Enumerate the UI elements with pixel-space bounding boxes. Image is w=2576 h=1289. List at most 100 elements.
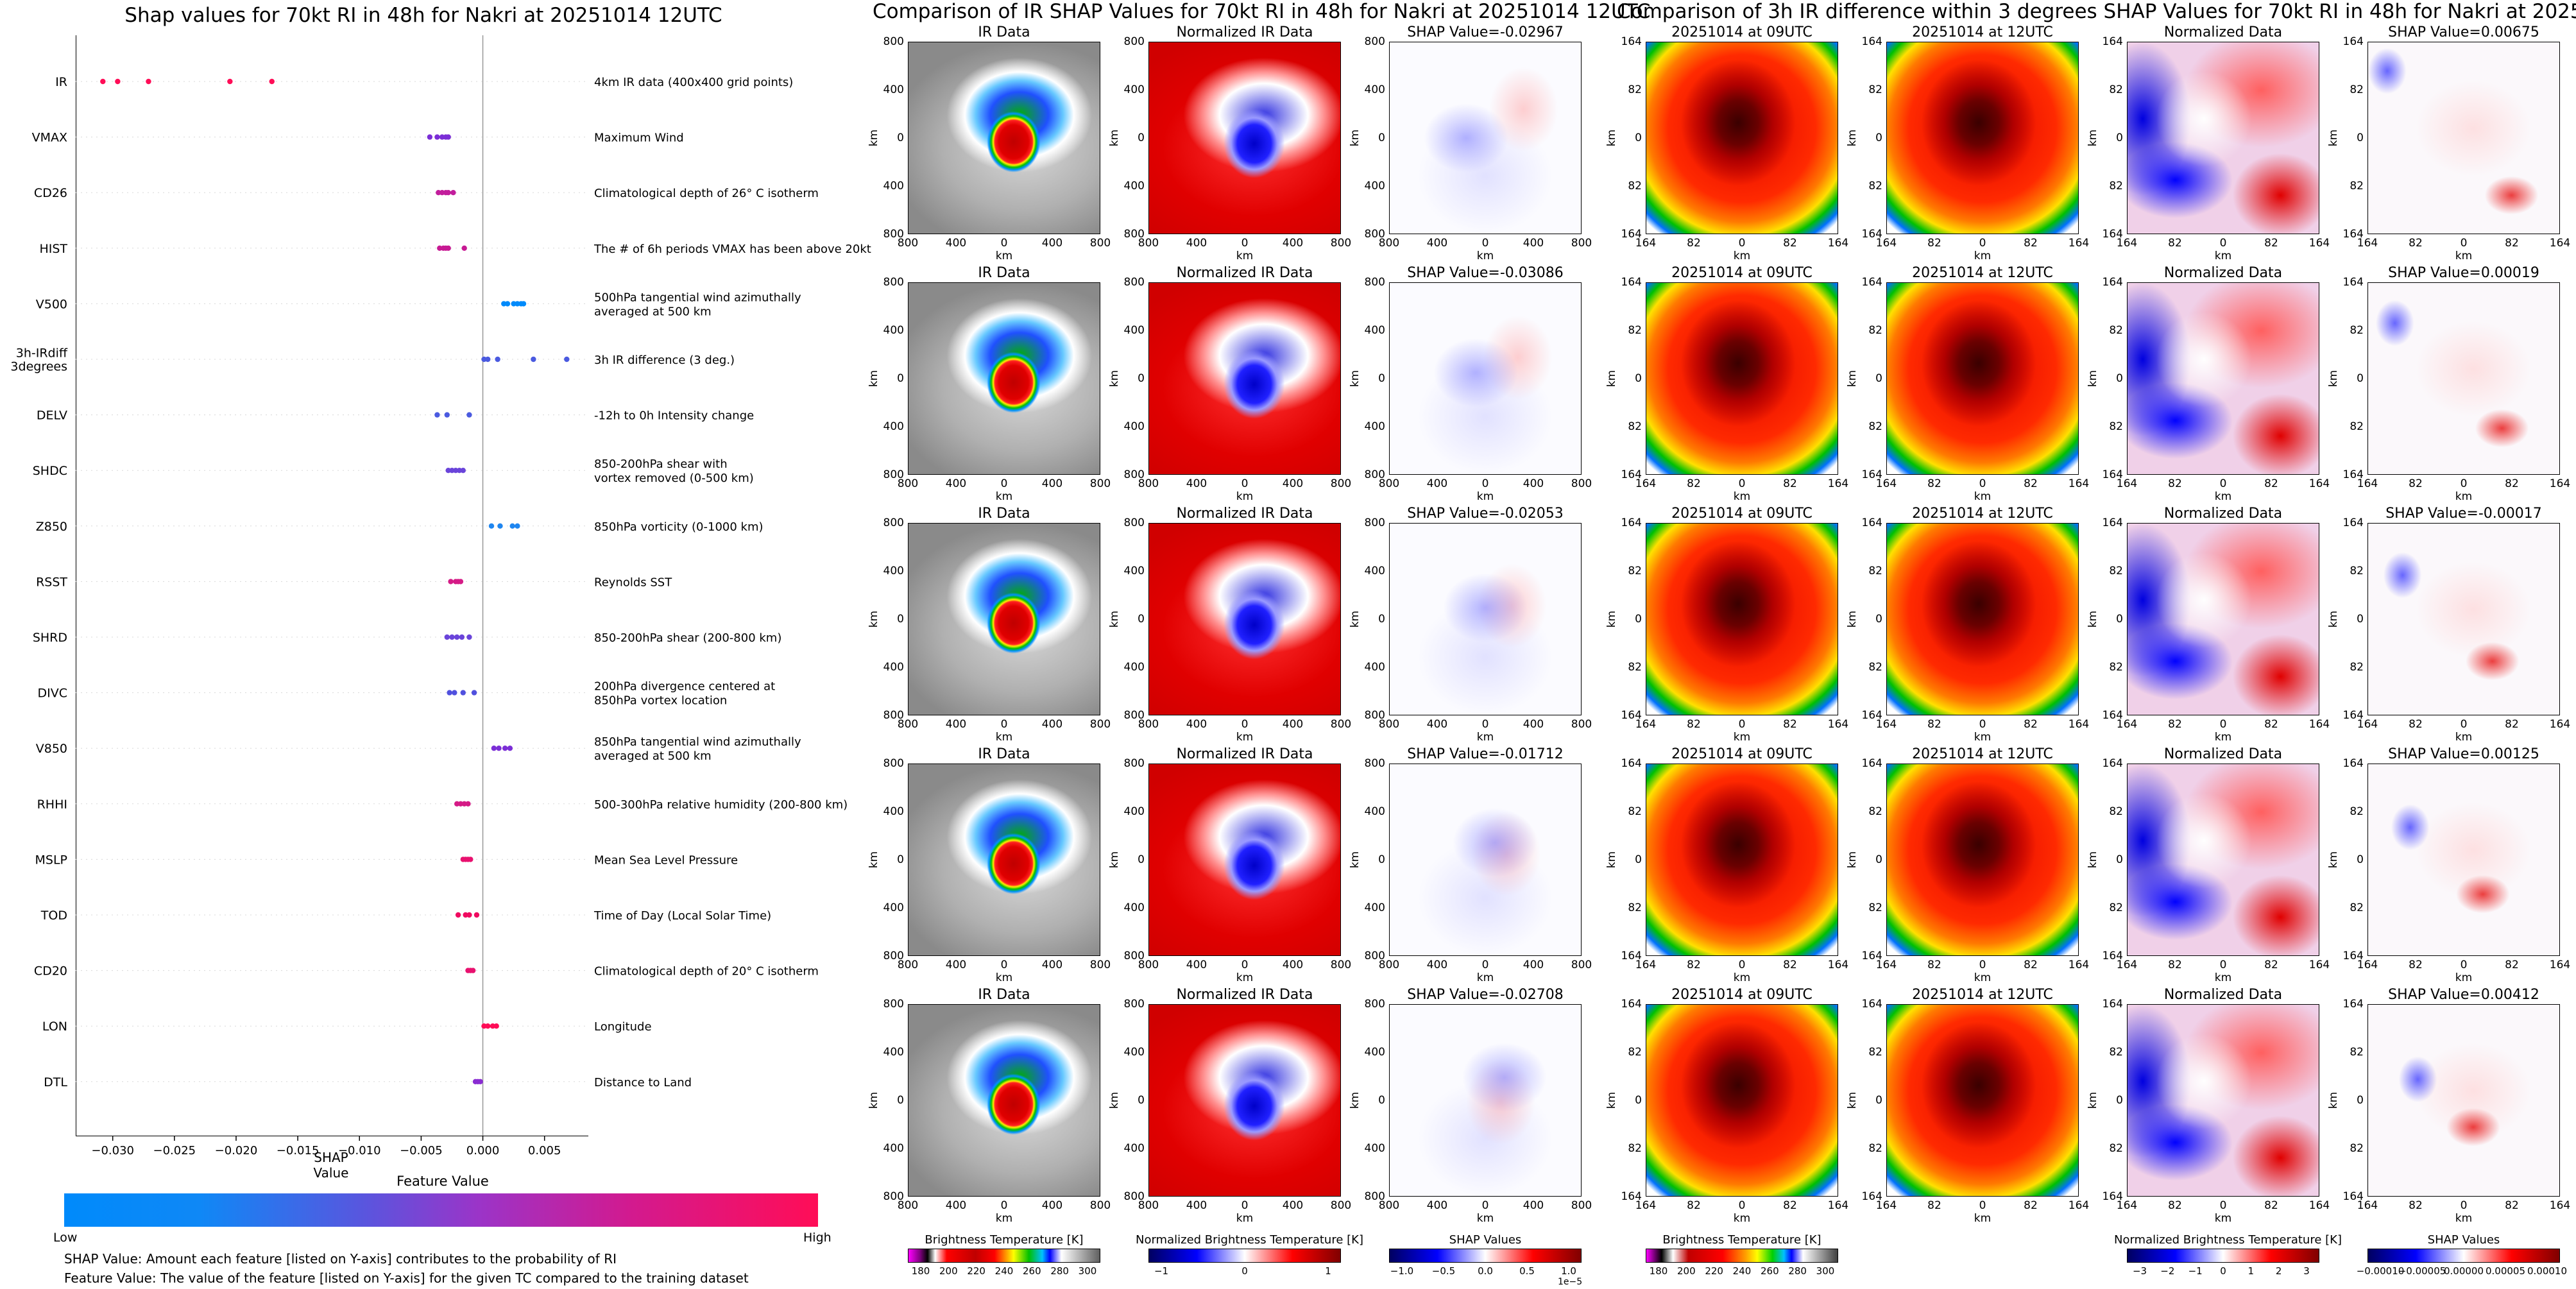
x-tick-label: 82 [2264, 718, 2278, 731]
y-tick-label: 0 [1875, 1094, 1882, 1107]
diff-shap-colorbar-label: SHAP Values [2427, 1233, 2500, 1247]
y-tick-label: 82 [2109, 180, 2123, 192]
image-panel [2127, 1004, 2319, 1197]
x-axis-label: km [2214, 731, 2232, 744]
shap-point [436, 190, 441, 196]
image-panel [1389, 42, 1582, 234]
feature-description: Time of Day (Local Solar Time) [593, 909, 771, 923]
image-panel [908, 523, 1100, 715]
y-axis-label: km [2086, 370, 2099, 388]
shap-point [445, 190, 451, 196]
shap-point [496, 746, 502, 751]
x-tick-label: 164 [2357, 1199, 2378, 1212]
y-tick-label: 0 [1635, 132, 1642, 144]
x-axis-label: km [1476, 971, 1494, 984]
x-tick-label: 0 [2460, 959, 2468, 971]
y-tick-label: 0 [1875, 853, 1882, 866]
y-tick-label: 400 [1364, 180, 1385, 192]
y-tick-label: 800 [1123, 276, 1145, 289]
image-panel [1389, 764, 1582, 956]
x-tick-label: 164 [2068, 477, 2090, 490]
x-axis-label: km [1476, 490, 1494, 503]
image-panel [1646, 1004, 1838, 1197]
y-tick-label: 0 [2357, 132, 2364, 144]
y-tick-label: 164 [2342, 998, 2364, 1011]
feature-label: RHHI [37, 798, 67, 812]
y-tick-label: 82 [1628, 661, 1642, 674]
image-panel [1886, 764, 2079, 956]
x-tick-label: 164 [1635, 1199, 1657, 1212]
y-axis-label: km [1846, 851, 1859, 869]
y-tick-label: 0 [2357, 372, 2364, 385]
x-tick-label: 164 [1635, 477, 1657, 490]
shap-point [439, 134, 445, 140]
shap-point [481, 1023, 487, 1029]
x-tick-label: 400 [1041, 1199, 1063, 1212]
ir-normalized-colorbar-tick: 1 [1325, 1265, 1331, 1277]
y-tick-label: 800 [1364, 468, 1385, 481]
shap-point [470, 968, 476, 973]
x-tick-label: −0.015 [277, 1144, 320, 1157]
x-axis-label: km [1236, 1212, 1254, 1225]
shap-point [504, 301, 511, 307]
panel-title: 20251014 at 09UTC [1671, 987, 1813, 1003]
ir-brightness-colorbar-tick: 280 [1050, 1265, 1069, 1277]
panel-title: 20251014 at 09UTC [1671, 746, 1813, 762]
x-tick-label: 800 [1089, 1199, 1111, 1212]
x-tick-label: 82 [1927, 718, 1941, 731]
y-tick-label: 164 [1621, 1190, 1642, 1203]
x-tick-label: 82 [2024, 237, 2038, 250]
y-axis-label: km [1349, 610, 1361, 628]
y-tick-label: 0 [1875, 613, 1882, 626]
x-tick-label: 400 [1426, 718, 1448, 731]
y-tick-label: 82 [1628, 565, 1642, 577]
x-tick-label: 82 [1783, 959, 1797, 971]
y-tick-label: 82 [1628, 901, 1642, 914]
x-tick-label: 800 [1378, 477, 1400, 490]
panel-title: 20251014 at 12UTC [1912, 24, 2053, 40]
x-tick-label: 400 [1282, 477, 1304, 490]
panel-title: SHAP Value=0.00412 [2388, 987, 2539, 1003]
ir-normalized-colorbar-tick: −1 [1154, 1265, 1169, 1277]
feature-description: Distance to Land [594, 1076, 692, 1089]
x-tick-label: 0 [2460, 477, 2468, 490]
shap-point [509, 523, 515, 529]
y-tick-label: 164 [2102, 276, 2123, 289]
x-axis-label: km [2455, 490, 2473, 503]
y-axis-label: km [1108, 1091, 1121, 1109]
x-tick-label: 82 [2024, 959, 2038, 971]
y-tick-label: 800 [1123, 757, 1145, 770]
feature-description: Climatological depth of 20° C isotherm [594, 965, 819, 978]
diff-brightness-colorbar-tick: 240 [1732, 1265, 1752, 1277]
y-tick-label: 0 [1378, 372, 1385, 385]
y-tick-label: 0 [1378, 853, 1385, 866]
image-panel [908, 42, 1100, 234]
image-panel [1148, 282, 1341, 475]
x-tick-label: 800 [897, 237, 919, 250]
ir-brightness-colorbar-tick: 240 [994, 1265, 1014, 1277]
panel-title: 20251014 at 12UTC [1912, 506, 2053, 522]
image-panel [1148, 1004, 1341, 1197]
x-tick-label: 0 [1241, 718, 1249, 731]
y-tick-label: 800 [1123, 468, 1145, 481]
y-tick-label: 82 [1628, 1046, 1642, 1059]
x-tick-label: 164 [2549, 1199, 2571, 1212]
x-tick-label: 0 [1000, 477, 1008, 490]
x-tick-label: 82 [1687, 477, 1701, 490]
x-tick-label: 164 [2549, 959, 2571, 971]
panel-title: 20251014 at 09UTC [1671, 506, 1813, 522]
x-tick-label: −0.030 [91, 1144, 134, 1157]
x-tick-label: 800 [1330, 718, 1352, 731]
x-tick-label: 0 [2219, 477, 2227, 490]
y-tick-label: 82 [2350, 180, 2364, 192]
shap-point [450, 190, 456, 196]
x-tick-label: 164 [1827, 237, 1849, 250]
x-tick-label: 164 [1875, 237, 1897, 250]
shap-point [515, 301, 520, 307]
x-tick-label: 400 [1282, 1199, 1304, 1212]
y-axis-label: km [1605, 129, 1618, 147]
x-tick-label: 0 [2219, 1199, 2227, 1212]
shap-point [511, 301, 516, 307]
x-tick-label: 800 [1330, 237, 1352, 250]
feature-description: 500-300hPa relative humidity (200-800 km… [594, 798, 848, 812]
